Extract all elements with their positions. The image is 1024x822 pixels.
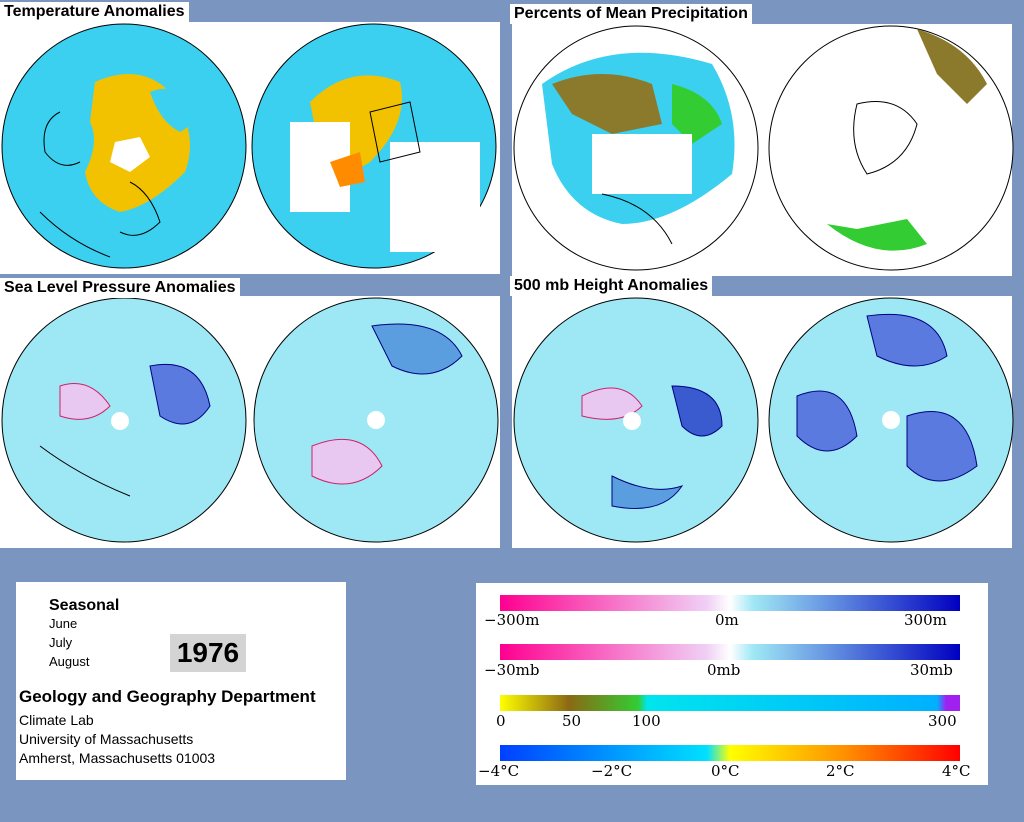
precip-scale-label: 0 (496, 712, 506, 730)
pressure-scale-label: 0mb (707, 661, 741, 679)
height-500mb-title: 500 mb Height Anomalies (510, 276, 713, 296)
sea-level-pressure-title: Sea Level Pressure Anomalies (0, 278, 240, 298)
year-label: 1976 (170, 634, 246, 672)
precip-scale-label: 300 (928, 712, 957, 730)
department-label: Geology and Geography Department (19, 687, 316, 706)
slp-nh-globe (1, 297, 247, 543)
height-scale-label: −300m (484, 611, 540, 629)
precip-scale-label: 50 (562, 712, 582, 730)
height-scale-label: 300m (904, 611, 947, 629)
info-box: Seasonal June July August 1976 Geology a… (16, 582, 346, 780)
month-label: June (49, 616, 78, 631)
temperature-title: Temperature Anomalies (0, 2, 189, 22)
temp-color-bar (500, 745, 960, 761)
temp-scale-label: −4°C (478, 762, 520, 780)
height-nh-globe (513, 297, 759, 543)
temperature-panel (0, 22, 500, 274)
height-sh-globe (768, 297, 1014, 543)
address-line: Amherst, Massachusetts 01003 (19, 750, 216, 766)
legend-box: −300m 0m 300m −30mb 0mb 30mb 0 50 100 30… (476, 583, 988, 785)
address-line: University of Massachusetts (19, 731, 194, 747)
pressure-color-bar (500, 644, 960, 660)
precip-scale-label: 100 (632, 712, 661, 730)
period-label: Seasonal (49, 597, 120, 614)
address-line: Climate Lab (19, 712, 94, 728)
slp-sh-globe (253, 297, 499, 543)
precip-color-bar (500, 695, 960, 711)
precipitation-panel (512, 24, 1014, 276)
height-500mb-panel (512, 296, 1014, 548)
pressure-scale-label: 30mb (910, 661, 953, 679)
precipitation-title: Percents of Mean Precipitation (510, 4, 752, 24)
precipitation-nh-globe (513, 25, 759, 271)
temp-scale-label: −2°C (591, 762, 633, 780)
temp-scale-label: 4°C (942, 762, 971, 780)
sea-level-pressure-panel (0, 296, 500, 548)
precipitation-sh-globe (768, 25, 1014, 271)
height-color-bar (500, 595, 960, 611)
month-label: August (49, 654, 90, 669)
legend-scales (500, 595, 960, 761)
temp-scale-label: 0°C (711, 762, 740, 780)
height-scale-label: 0m (715, 611, 739, 629)
pressure-scale-label: −30mb (484, 661, 540, 679)
month-label: July (49, 635, 73, 650)
temp-scale-label: 2°C (826, 762, 855, 780)
temperature-nh-globe (1, 23, 247, 269)
temperature-sh-globe (251, 23, 497, 269)
